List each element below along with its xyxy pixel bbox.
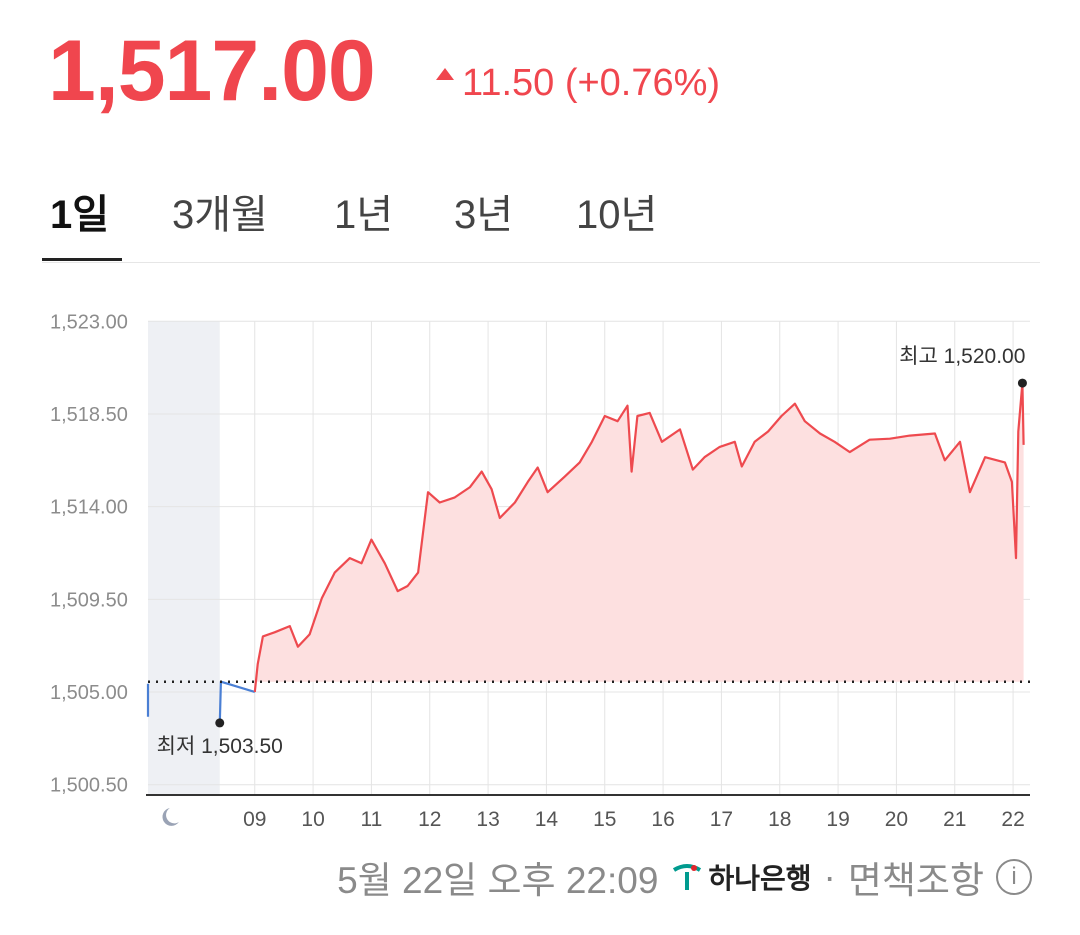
x-tick-label: 22 (1001, 808, 1024, 831)
chart: 1,523.00 1,518.50 1,514.00 1,509.50 1,505.00… (50, 311, 1030, 831)
x-tick-label: 14 (535, 808, 559, 831)
annotation: 최저 1,503.50 (157, 735, 283, 758)
period-tab[interactable]: 1일 (50, 193, 110, 237)
extreme-dot (215, 718, 225, 728)
x-tick-label: 17 (710, 808, 733, 831)
price-change: 11.50 (+0.76%) (462, 62, 721, 104)
x-tick-label: 15 (593, 808, 616, 831)
x-tick-label: 09 (243, 808, 266, 831)
y-tick-label: 1,514.00 (50, 497, 128, 519)
moon-icon (162, 808, 179, 826)
line (253, 382, 1025, 693)
timestamp: 5월 22일 오후 22:09 (337, 860, 659, 901)
y-tick-label: 1,518.50 (50, 404, 128, 426)
x-tick-label: 13 (476, 808, 499, 831)
annotation: 최고 1,520.00 (899, 345, 1025, 368)
x-tick-label: 11 (361, 808, 383, 831)
x-tick-label: 19 (826, 808, 849, 831)
x-tick-label: 12 (418, 808, 441, 831)
disclaimer[interactable]: 면책조항 (847, 860, 984, 901)
bank-logo: 하나은행 (670, 857, 812, 897)
price: 1,517.00 (48, 23, 376, 119)
tab-underline (42, 258, 122, 261)
info-icon[interactable]: i (996, 859, 1032, 895)
separator: · (823, 856, 836, 897)
bank-icon (673, 864, 702, 890)
x-tick-label: 10 (301, 808, 324, 831)
night-shade (148, 321, 220, 795)
period-tabs: 1일 3개월 1년 3년 10년 (42, 176, 1040, 263)
y-tick-label: 1,505.00 (50, 682, 128, 704)
y-tick-label: 1,509.50 (50, 589, 128, 611)
footer: 5월 22일 오후 22:09 하나은행 · 면책조항 i (337, 850, 1032, 904)
area (254, 383, 1024, 692)
y-tick-label: 1,500.50 (50, 775, 128, 797)
x-tick-label: 20 (885, 808, 908, 831)
y-tick-label: 1,523.00 (50, 311, 128, 333)
period-tab[interactable]: 1년 (334, 193, 394, 237)
period-tab[interactable]: 3개월 (172, 193, 268, 237)
extreme-dot (1017, 378, 1027, 388)
period-tab[interactable]: 3년 (454, 193, 514, 237)
period-tab[interactable]: 10년 (576, 193, 658, 237)
x-tick-label: 18 (768, 808, 791, 831)
x-tick-label: 21 (943, 808, 966, 831)
x-tick-label: 16 (651, 808, 674, 831)
bank-name: 하나은행 (708, 863, 812, 894)
up-arrow (436, 68, 454, 80)
